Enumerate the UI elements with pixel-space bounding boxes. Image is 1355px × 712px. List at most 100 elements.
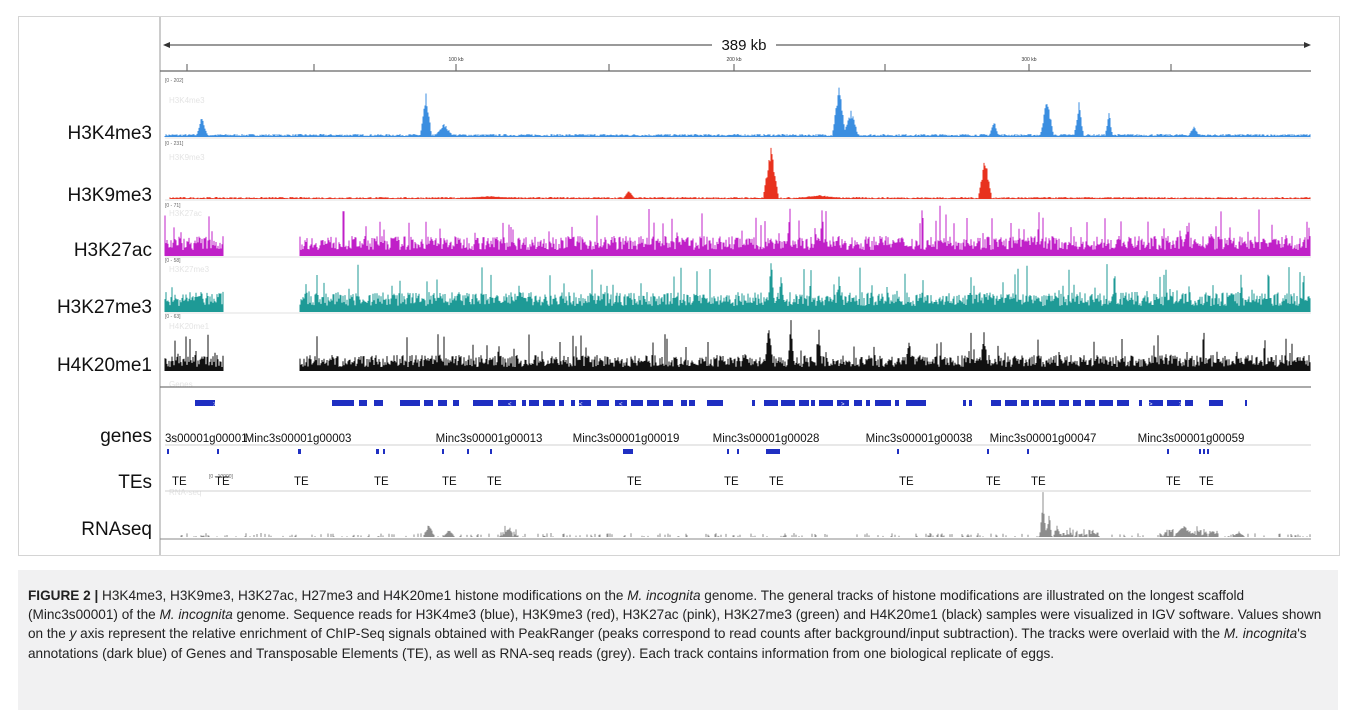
coverage-bars <box>164 263 1311 312</box>
gene-feature <box>298 449 301 454</box>
gene-feature <box>766 449 780 454</box>
ruler-total-label: 389 kb <box>721 37 766 54</box>
gene-feature <box>1207 449 1209 454</box>
te-label: TE <box>1199 476 1214 488</box>
gene-feature <box>737 449 739 454</box>
te-label: TE <box>986 476 1001 488</box>
gene-feature <box>332 400 354 406</box>
rnaseq-signal <box>180 492 1311 537</box>
gene-feature <box>819 400 833 406</box>
gene-feature <box>543 400 555 406</box>
coverage-bars <box>164 320 1311 371</box>
strand-arrow: < <box>619 402 623 408</box>
gene-feature <box>799 400 809 406</box>
gene-feature <box>781 400 795 406</box>
gene-feature <box>681 400 687 406</box>
gene-name: Minc3s00001g00003 <box>245 433 352 445</box>
track-label-h3k4me3: H3K4me3 <box>68 123 153 144</box>
gene-feature <box>1199 449 1201 454</box>
gene-feature <box>1085 400 1095 406</box>
gene-feature <box>438 400 447 406</box>
gene-feature <box>764 400 778 406</box>
ruler-left-arrow <box>163 42 170 48</box>
gene-feature <box>879 400 891 406</box>
track-label-tes: TEs <box>118 472 152 493</box>
figure-caption: FIGURE 2 | H3K4me3, H3K9me3, H3K27ac, H2… <box>28 586 1328 663</box>
te-label: TE <box>724 476 739 488</box>
caption-text: genome. Sequence reads for H3K4me3 (blue… <box>28 607 1322 642</box>
track-data-range: [0 - 63] <box>165 314 181 320</box>
track-ghost-title: H3K27ac <box>169 209 202 218</box>
coverage-bars <box>164 87 1311 137</box>
ruler-tick-label: 200 kb <box>726 57 741 63</box>
gene-feature <box>647 400 659 406</box>
h3k27ac-signal <box>164 205 1311 256</box>
strand-arrow: > <box>841 402 845 408</box>
track-label-h4k20me1: H4K20me1 <box>57 355 152 376</box>
gene-feature <box>1059 400 1069 406</box>
gene-feature <box>453 400 459 406</box>
h3k9me3-signal <box>169 147 1311 199</box>
gene-feature <box>987 449 989 454</box>
gene-feature <box>579 400 591 406</box>
track-ghost-title: H4K20me1 <box>169 322 210 331</box>
strand-arrow: < <box>579 402 583 408</box>
ruler-ticks <box>186 64 1172 71</box>
track-ghost-title: H3K4me3 <box>169 96 205 105</box>
track-ghost-title: H3K27me3 <box>169 265 210 274</box>
gene-feature <box>631 400 643 406</box>
gene-feature <box>1005 400 1017 406</box>
gene-feature <box>969 400 972 406</box>
track-label-h3k27ac: H3K27ac <box>74 240 152 261</box>
gene-feature <box>376 449 379 454</box>
gene-feature <box>597 400 609 406</box>
h3k27me3-signal <box>164 263 1311 312</box>
gene-feature <box>707 400 723 406</box>
gene-features: > < < < < < < < > > > <box>195 400 1247 408</box>
igv-figure: 389 kb 100 kb 200 kb 300 kb H3K4me3 H3K9… <box>18 16 1340 556</box>
gene-feature <box>663 400 673 406</box>
te-label: TE <box>899 476 914 488</box>
track-ghost-title: Genes <box>169 380 193 389</box>
gene-feature <box>467 449 469 454</box>
track-ghost-title: H3K9me3 <box>169 153 205 162</box>
ruler-label-bg <box>712 35 776 55</box>
gene-feature <box>875 400 879 406</box>
caption-text: H3K4me3, H3K9me3, H3K27ac, H27me3 and H4… <box>98 588 628 603</box>
strand-arrow: < <box>369 402 373 408</box>
track-data-range: [0 - 231] <box>165 141 184 147</box>
te-label: TE <box>442 476 457 488</box>
species-name: M. incognita <box>627 588 701 603</box>
te-label: TE <box>374 476 389 488</box>
gene-feature <box>1185 400 1193 406</box>
gene-name: Minc3s00001g00038 <box>866 433 973 445</box>
ruler-right-arrow <box>1304 42 1311 48</box>
rnaseq-bars <box>180 492 1311 537</box>
gene-feature <box>866 400 870 406</box>
gene-feature <box>1073 400 1081 406</box>
gene-feature <box>374 400 383 406</box>
gene-feature <box>811 400 815 406</box>
gene-feature <box>1041 400 1055 406</box>
gene-feature <box>752 400 755 406</box>
caption-text: axis represent the relative enrichment o… <box>76 626 1224 642</box>
gene-feature <box>615 400 627 406</box>
strand-arrow: > <box>213 402 217 408</box>
coverage-bars <box>164 205 1311 256</box>
gene-feature <box>895 400 899 406</box>
gene-feature <box>473 400 493 406</box>
gene-name: Minc3s00001g00013 <box>436 433 543 445</box>
species-name: M. incognita <box>159 607 233 623</box>
gene-feature <box>991 400 1001 406</box>
caption-box <box>18 570 1338 710</box>
gene-feature <box>623 449 633 454</box>
gene-feature <box>1139 400 1142 406</box>
igv-browser-view: 389 kb 100 kb 200 kb 300 kb H3K4me3 H3K9… <box>57 17 1311 555</box>
gene-feature <box>529 400 539 406</box>
gene-feature <box>1027 449 1029 454</box>
gene-feature <box>498 400 516 406</box>
gene-feature <box>383 449 385 454</box>
gene-feature <box>167 449 169 454</box>
track-ghost-title: RNA-seq <box>169 488 201 497</box>
track-label-rnaseq: RNAseq <box>81 519 152 540</box>
